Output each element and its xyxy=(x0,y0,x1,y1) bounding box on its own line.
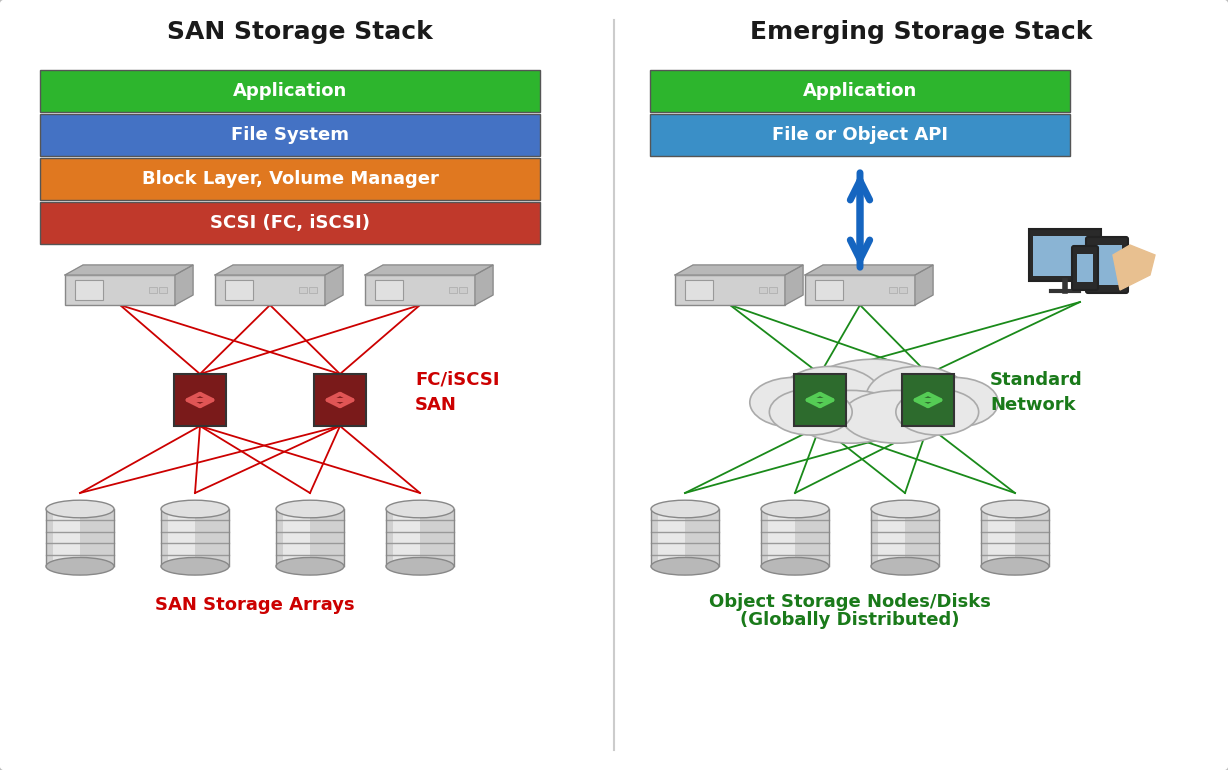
Ellipse shape xyxy=(770,389,852,435)
FancyBboxPatch shape xyxy=(365,275,475,305)
FancyBboxPatch shape xyxy=(903,374,954,426)
Ellipse shape xyxy=(981,500,1049,517)
FancyBboxPatch shape xyxy=(675,275,785,305)
Polygon shape xyxy=(325,265,343,305)
Ellipse shape xyxy=(276,500,344,517)
Text: Application: Application xyxy=(233,82,348,100)
FancyBboxPatch shape xyxy=(41,158,540,200)
Ellipse shape xyxy=(651,557,720,575)
Polygon shape xyxy=(785,265,803,305)
Polygon shape xyxy=(1113,245,1156,290)
Ellipse shape xyxy=(871,500,939,517)
FancyBboxPatch shape xyxy=(1072,246,1098,290)
Polygon shape xyxy=(806,265,933,275)
FancyBboxPatch shape xyxy=(375,280,403,300)
Text: Standard
Network: Standard Network xyxy=(990,370,1083,413)
FancyBboxPatch shape xyxy=(298,287,307,293)
Ellipse shape xyxy=(799,359,949,440)
FancyBboxPatch shape xyxy=(1086,237,1129,293)
FancyBboxPatch shape xyxy=(314,374,366,426)
FancyBboxPatch shape xyxy=(878,511,905,564)
FancyBboxPatch shape xyxy=(225,280,253,300)
FancyBboxPatch shape xyxy=(41,114,540,156)
FancyBboxPatch shape xyxy=(309,287,317,293)
FancyBboxPatch shape xyxy=(1029,229,1102,281)
Ellipse shape xyxy=(761,557,829,575)
FancyBboxPatch shape xyxy=(899,287,907,293)
Ellipse shape xyxy=(761,500,829,517)
FancyBboxPatch shape xyxy=(161,509,228,566)
FancyBboxPatch shape xyxy=(889,287,896,293)
FancyBboxPatch shape xyxy=(1092,245,1122,285)
Text: File or Object API: File or Object API xyxy=(772,126,948,144)
FancyBboxPatch shape xyxy=(685,280,713,300)
Ellipse shape xyxy=(45,557,114,575)
FancyBboxPatch shape xyxy=(987,511,1016,564)
FancyBboxPatch shape xyxy=(761,509,829,566)
FancyBboxPatch shape xyxy=(53,511,80,564)
FancyBboxPatch shape xyxy=(769,287,777,293)
Polygon shape xyxy=(475,265,492,305)
FancyBboxPatch shape xyxy=(41,70,540,112)
FancyBboxPatch shape xyxy=(386,509,454,566)
Text: Object Storage Nodes/Disks: Object Storage Nodes/Disks xyxy=(709,593,991,611)
Polygon shape xyxy=(675,265,803,275)
FancyBboxPatch shape xyxy=(45,509,114,566)
Polygon shape xyxy=(65,265,193,275)
Ellipse shape xyxy=(161,557,228,575)
FancyBboxPatch shape xyxy=(282,511,309,564)
FancyBboxPatch shape xyxy=(41,202,540,244)
FancyBboxPatch shape xyxy=(1077,254,1093,282)
FancyBboxPatch shape xyxy=(981,509,1049,566)
Ellipse shape xyxy=(842,390,952,444)
Ellipse shape xyxy=(911,377,998,427)
FancyBboxPatch shape xyxy=(449,287,457,293)
FancyBboxPatch shape xyxy=(815,280,842,300)
Ellipse shape xyxy=(45,500,114,517)
Ellipse shape xyxy=(981,557,1049,575)
FancyBboxPatch shape xyxy=(215,275,325,305)
FancyBboxPatch shape xyxy=(65,275,176,305)
Polygon shape xyxy=(176,265,193,305)
Text: SAN Storage Stack: SAN Storage Stack xyxy=(167,20,433,44)
Ellipse shape xyxy=(386,500,454,517)
Text: (Globally Distributed): (Globally Distributed) xyxy=(740,611,960,629)
Polygon shape xyxy=(215,265,343,275)
Ellipse shape xyxy=(896,389,979,435)
Ellipse shape xyxy=(276,557,344,575)
Text: FC/iSCSI
SAN: FC/iSCSI SAN xyxy=(415,370,500,413)
Ellipse shape xyxy=(796,390,906,444)
FancyBboxPatch shape xyxy=(393,511,420,564)
FancyBboxPatch shape xyxy=(651,509,720,566)
FancyBboxPatch shape xyxy=(806,275,915,305)
FancyBboxPatch shape xyxy=(768,511,795,564)
Text: SCSI (FC, iSCSI): SCSI (FC, iSCSI) xyxy=(210,214,370,232)
FancyBboxPatch shape xyxy=(158,287,167,293)
Ellipse shape xyxy=(651,500,720,517)
Polygon shape xyxy=(365,265,492,275)
FancyBboxPatch shape xyxy=(174,374,226,426)
Text: File System: File System xyxy=(231,126,349,144)
FancyBboxPatch shape xyxy=(459,287,467,293)
Ellipse shape xyxy=(866,367,969,429)
FancyBboxPatch shape xyxy=(759,287,768,293)
Polygon shape xyxy=(915,265,933,305)
Ellipse shape xyxy=(871,557,939,575)
FancyBboxPatch shape xyxy=(650,70,1070,112)
Text: SAN Storage Arrays: SAN Storage Arrays xyxy=(155,596,355,614)
Text: Emerging Storage Stack: Emerging Storage Stack xyxy=(750,20,1092,44)
Ellipse shape xyxy=(161,500,228,517)
Ellipse shape xyxy=(779,367,882,429)
Ellipse shape xyxy=(386,557,454,575)
FancyBboxPatch shape xyxy=(75,280,103,300)
FancyBboxPatch shape xyxy=(658,511,685,564)
FancyBboxPatch shape xyxy=(1033,236,1097,276)
FancyBboxPatch shape xyxy=(276,509,344,566)
FancyBboxPatch shape xyxy=(650,114,1070,156)
FancyBboxPatch shape xyxy=(871,509,939,566)
FancyBboxPatch shape xyxy=(168,511,195,564)
Text: Block Layer, Volume Manager: Block Layer, Volume Manager xyxy=(141,170,438,188)
Ellipse shape xyxy=(750,377,837,427)
FancyBboxPatch shape xyxy=(795,374,846,426)
